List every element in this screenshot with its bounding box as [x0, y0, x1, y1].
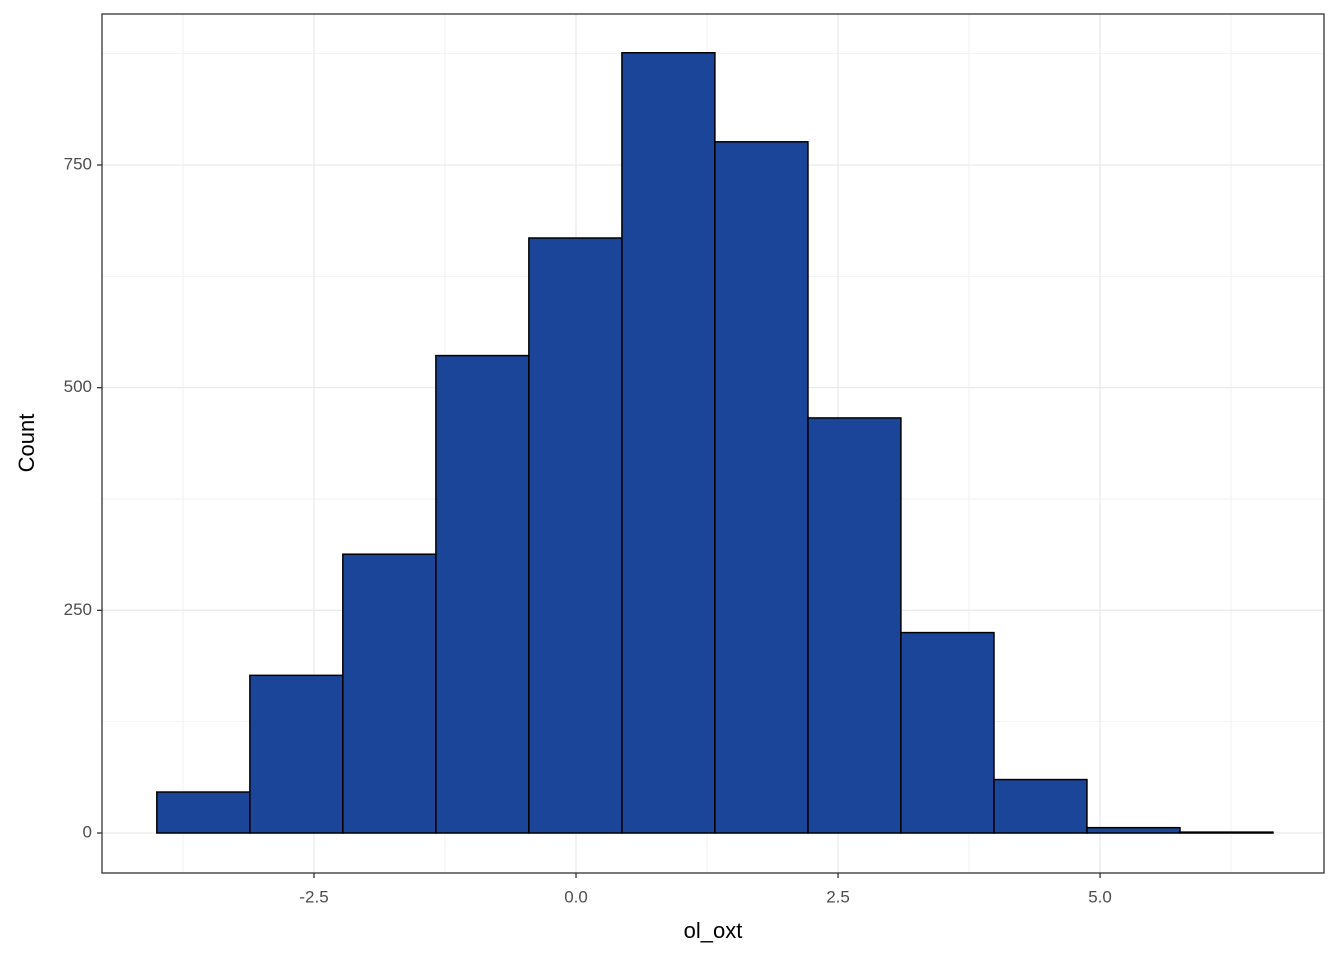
bar — [621, 51, 716, 834]
bar — [342, 553, 437, 834]
bar — [435, 354, 530, 834]
x-tick-label: 2.5 — [826, 887, 850, 906]
x-axis-title: ol_oxt — [684, 918, 743, 943]
y-tick-label: 0 — [83, 822, 92, 841]
bar — [807, 417, 902, 834]
y-tick-label: 500 — [64, 377, 92, 396]
bar — [714, 141, 809, 834]
bar — [1179, 831, 1274, 834]
y-axis-title: Count — [14, 414, 39, 473]
panel-border — [101, 13, 1325, 874]
bar — [528, 237, 623, 834]
bar — [249, 674, 344, 834]
bar — [993, 778, 1088, 834]
x-tick-label: 5.0 — [1088, 887, 1112, 906]
bar — [156, 791, 251, 834]
x-tick-label: 0.0 — [564, 887, 588, 906]
y-tick-label: 250 — [64, 600, 92, 619]
y-tick-label: 750 — [64, 154, 92, 173]
x-tick-label: -2.5 — [299, 887, 328, 906]
bar — [1086, 826, 1181, 834]
bar — [900, 631, 995, 834]
